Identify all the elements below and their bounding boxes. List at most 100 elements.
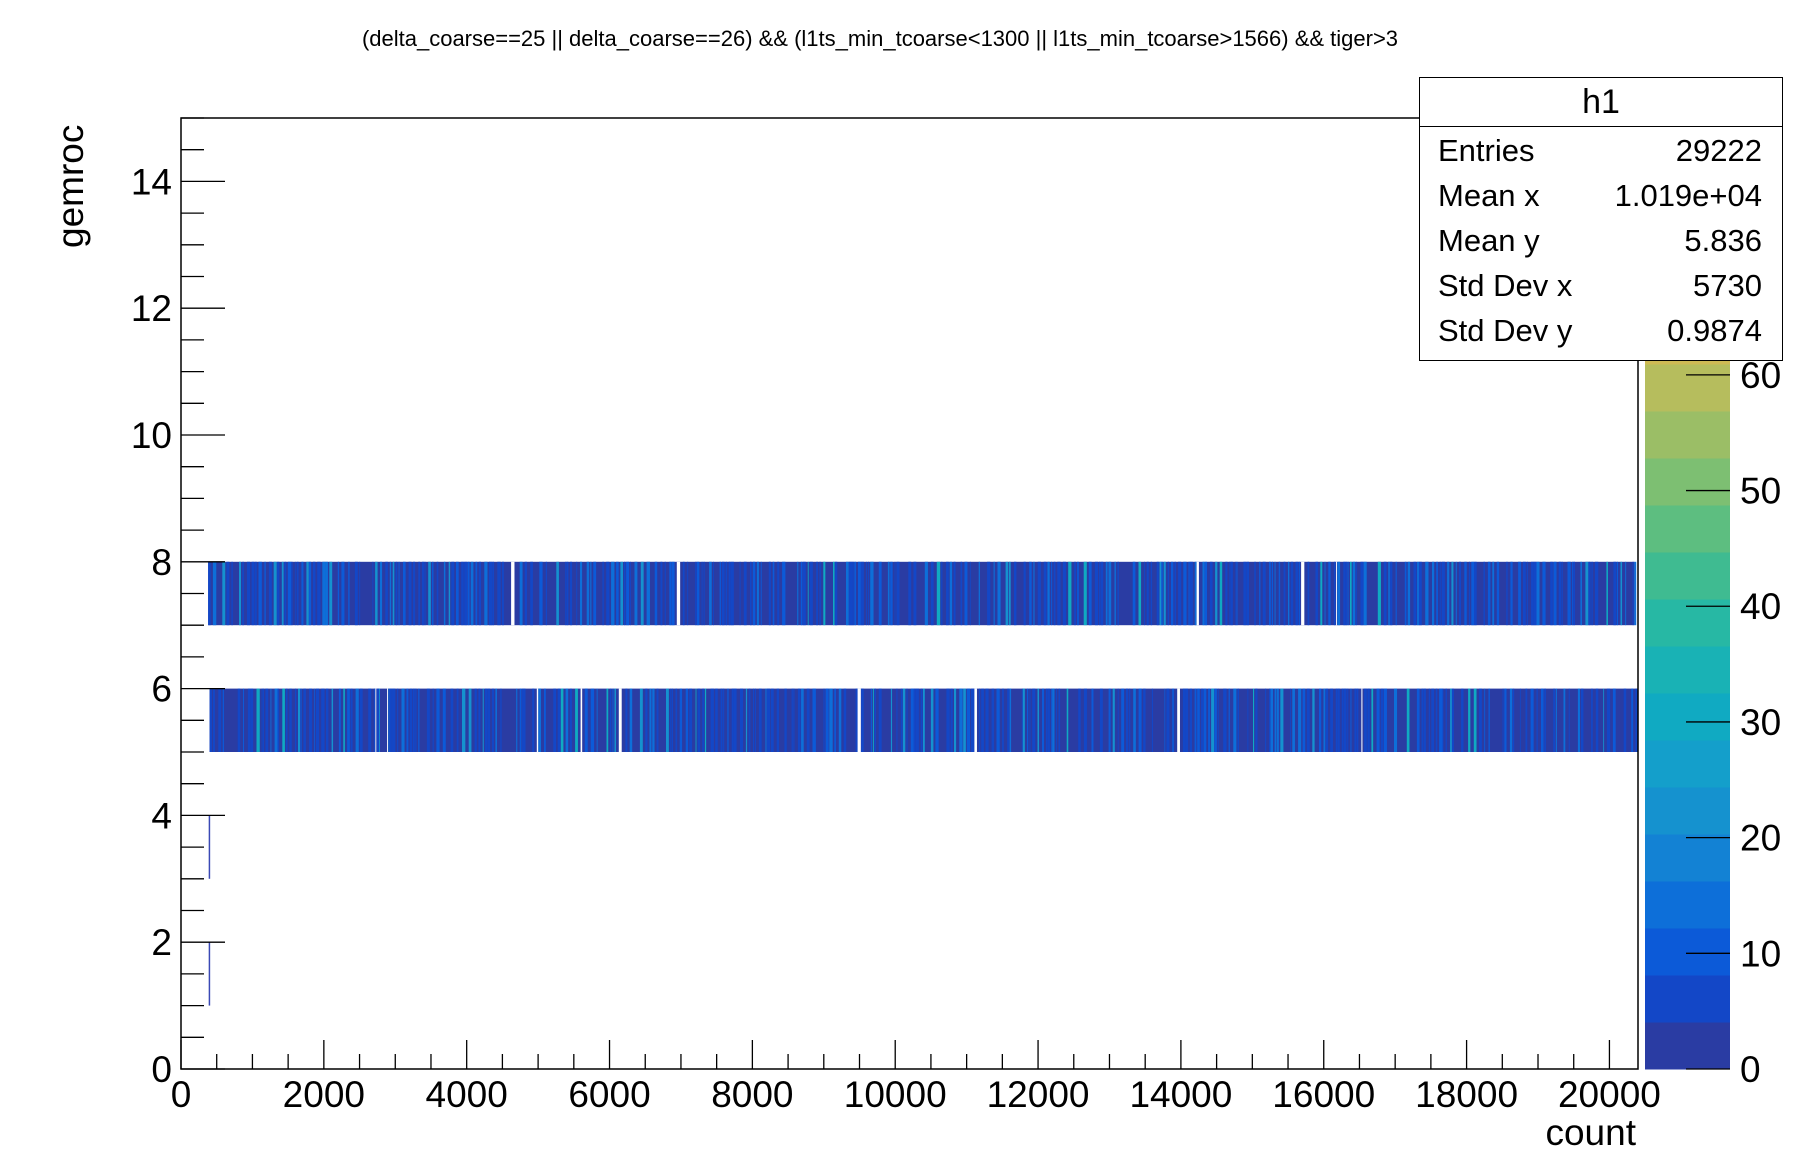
colorbar-tick-label: 50 bbox=[1740, 471, 1781, 512]
heatmap-cell bbox=[1091, 688, 1094, 752]
y-tick-label: 10 bbox=[131, 415, 172, 456]
heatmap-cell bbox=[1435, 688, 1438, 752]
heatmap-cell bbox=[593, 561, 597, 626]
heatmap-cell bbox=[474, 688, 477, 752]
heatmap-cell bbox=[511, 561, 515, 626]
heatmap-cell bbox=[624, 561, 626, 626]
heatmap-cell bbox=[979, 688, 981, 752]
heatmap-cell bbox=[809, 561, 813, 626]
heatmap-cell bbox=[556, 561, 559, 626]
heatmap-cell bbox=[1156, 561, 1159, 626]
heatmap-cell bbox=[372, 561, 374, 626]
colorbar-segment bbox=[1645, 364, 1730, 412]
heatmap-cell bbox=[728, 561, 731, 626]
heatmap-cell bbox=[1553, 688, 1556, 752]
heatmap-cell bbox=[1352, 561, 1356, 626]
heatmap-cell bbox=[1194, 688, 1197, 752]
heatmap-cell bbox=[1330, 688, 1333, 752]
heatmap-cell bbox=[1208, 688, 1210, 752]
heatmap-cell bbox=[1518, 561, 1521, 626]
heatmap-cell bbox=[392, 561, 395, 626]
heatmap-cell bbox=[634, 561, 638, 626]
colorbar-segment bbox=[1645, 928, 1730, 976]
heatmap-cell bbox=[538, 688, 542, 752]
heatmap-cell bbox=[755, 688, 756, 752]
heatmap-cell bbox=[380, 561, 383, 626]
heatmap-cell bbox=[1014, 561, 1017, 626]
heatmap-cell bbox=[1270, 688, 1274, 752]
heatmap-cell bbox=[389, 688, 392, 752]
heatmap-cell bbox=[993, 561, 995, 626]
heatmap-cell bbox=[609, 688, 612, 752]
heatmap-cell bbox=[721, 561, 725, 626]
heatmap-cell bbox=[312, 561, 316, 626]
heatmap-cell bbox=[1568, 688, 1570, 752]
heatmap-cell bbox=[1502, 688, 1504, 752]
heatmap-cell bbox=[1117, 561, 1119, 626]
x-tick-label: 2000 bbox=[283, 1074, 365, 1115]
heatmap-cell bbox=[816, 561, 818, 626]
heatmap-cell bbox=[395, 561, 398, 626]
heatmap-cell bbox=[1323, 688, 1326, 752]
heatmap-cell bbox=[671, 561, 675, 626]
heatmap-cell bbox=[1623, 688, 1627, 752]
heatmap-cell bbox=[1343, 688, 1347, 752]
heatmap-cell bbox=[1099, 688, 1103, 752]
heatmap-cell bbox=[1320, 561, 1323, 626]
heatmap-cell bbox=[443, 561, 446, 626]
colorbar-segment bbox=[1645, 458, 1730, 506]
x-tick-label: 8000 bbox=[711, 1074, 793, 1115]
heatmap-cell bbox=[485, 688, 488, 752]
heatmap-cell bbox=[1132, 561, 1136, 626]
heatmap-cell bbox=[1550, 561, 1553, 626]
heatmap-cell bbox=[602, 561, 604, 626]
heatmap-cell bbox=[262, 688, 264, 752]
heatmap-cell bbox=[1274, 688, 1277, 752]
heatmap-cell bbox=[1553, 561, 1557, 626]
heatmap-cell bbox=[1290, 561, 1294, 626]
heatmap-cell bbox=[1269, 561, 1271, 626]
heatmap-cell bbox=[1150, 561, 1153, 626]
heatmap-cell bbox=[1182, 688, 1186, 752]
heatmap-cell bbox=[941, 561, 943, 626]
heatmap-cell bbox=[448, 561, 451, 626]
heatmap-cell bbox=[616, 561, 619, 626]
heatmap-cell bbox=[580, 561, 583, 626]
heatmap-cell bbox=[268, 561, 272, 626]
heatmap-cell bbox=[1407, 561, 1411, 626]
x-tick-label: 4000 bbox=[426, 1074, 508, 1115]
heatmap-cell bbox=[397, 688, 399, 752]
heatmap-cell bbox=[570, 561, 573, 626]
stats-row-std-dev-x: Std Dev x 5730 bbox=[1420, 262, 1782, 307]
heatmap-cell bbox=[829, 688, 833, 752]
heatmap-cell bbox=[902, 688, 906, 752]
heatmap-cell bbox=[239, 561, 242, 626]
heatmap-cell bbox=[954, 688, 957, 752]
heatmap-cell bbox=[878, 688, 882, 752]
heatmap-cell bbox=[1595, 561, 1599, 626]
heatmap-cell bbox=[322, 561, 326, 626]
heatmap-cell bbox=[1616, 561, 1619, 626]
heatmap-cell bbox=[1189, 561, 1193, 626]
heatmap-cell bbox=[913, 688, 916, 752]
heatmap-cell bbox=[756, 561, 759, 626]
heatmap-cell bbox=[1100, 561, 1104, 626]
heatmap-cell bbox=[470, 561, 474, 626]
heatmap-cell bbox=[1591, 688, 1593, 752]
heatmap-cell bbox=[649, 688, 652, 752]
stats-label: Std Dev x bbox=[1438, 268, 1573, 303]
heatmap-cell bbox=[412, 688, 415, 752]
heatmap-cell bbox=[398, 561, 400, 626]
heatmap-cell bbox=[852, 561, 854, 626]
heatmap-cell bbox=[1483, 561, 1485, 626]
heatmap-cell bbox=[347, 688, 350, 752]
heatmap-cell bbox=[625, 688, 628, 752]
heatmap-cell bbox=[337, 561, 340, 626]
heatmap-cell bbox=[1474, 561, 1477, 626]
heatmap-cell bbox=[908, 561, 912, 626]
heatmap-cell bbox=[1325, 688, 1329, 752]
heatmap-cell bbox=[768, 561, 771, 626]
x-tick-label: 10000 bbox=[844, 1074, 947, 1115]
heatmap-cell bbox=[930, 561, 934, 626]
heatmap-cell bbox=[750, 561, 752, 626]
